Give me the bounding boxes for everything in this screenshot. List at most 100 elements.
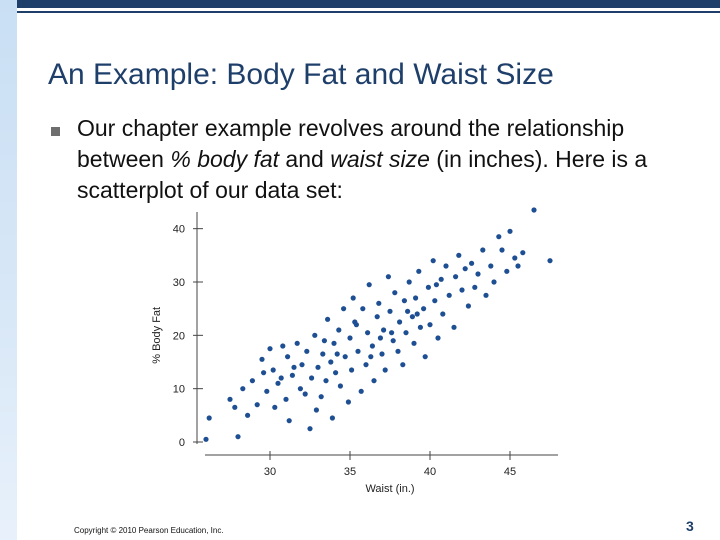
scatter-point <box>347 335 353 341</box>
scatter-point <box>414 311 420 317</box>
x-tick-label: 35 <box>344 466 356 478</box>
scatter-point <box>315 364 321 370</box>
scatter-point <box>360 306 366 312</box>
y-axis-label: % Body Fat <box>151 307 163 364</box>
slide-title: An Example: Body Fat and Waist Size <box>48 58 554 91</box>
scatter-point <box>358 388 364 394</box>
x-tick-label: 45 <box>504 466 516 478</box>
scatter-point <box>409 314 415 320</box>
scatter-point <box>515 263 521 269</box>
left-accent-bar <box>0 0 17 540</box>
y-tick-label: 10 <box>173 384 185 396</box>
scatter-point <box>469 260 475 266</box>
body-text-part2: and <box>279 146 331 172</box>
scatter-point <box>416 268 422 274</box>
bullet-square-icon <box>51 127 60 136</box>
top-accent-bar <box>17 0 720 8</box>
scatter-point <box>272 404 278 410</box>
scatter-point <box>368 354 374 360</box>
scatter-point <box>405 308 411 314</box>
scatter-point <box>451 324 457 330</box>
scatter-point <box>203 436 209 442</box>
scatter-point <box>459 287 465 293</box>
scatter-point <box>496 234 502 240</box>
scatter-point <box>333 370 339 376</box>
scatter-point <box>312 332 318 338</box>
scatter-point <box>369 343 375 349</box>
scatter-point <box>349 367 355 373</box>
scatter-point <box>270 367 276 373</box>
scatter-point <box>299 362 305 368</box>
y-tick-label: 20 <box>173 330 185 342</box>
scatter-point <box>397 319 403 325</box>
body-text-part3: (in inches). Here is a scatterplot of ou… <box>77 146 648 203</box>
scatter-point <box>520 250 526 256</box>
scatter-point <box>318 394 324 400</box>
scatter-point <box>254 402 260 408</box>
scatter-point <box>432 298 438 304</box>
scatter-point <box>387 308 393 314</box>
chart-points <box>203 207 553 442</box>
scatter-point <box>417 324 423 330</box>
chart-axes: 0 10 20 30 40 30 35 40 45 <box>173 212 558 478</box>
scatter-point <box>302 391 308 397</box>
scatter-point <box>483 292 489 298</box>
page-number: 3 <box>686 518 694 534</box>
scatter-point <box>285 354 291 360</box>
scatter-point <box>261 370 267 376</box>
scatter-point <box>294 340 300 346</box>
scatter-point <box>249 378 255 384</box>
scatter-point <box>491 279 497 285</box>
scatter-point <box>430 258 436 264</box>
scatter-point <box>336 327 342 333</box>
scatter-point <box>355 348 361 354</box>
scatter-point <box>371 378 377 384</box>
scatter-point <box>512 255 518 261</box>
scatter-point <box>395 348 401 354</box>
scatter-point <box>390 338 396 344</box>
scatter-point <box>350 295 356 301</box>
scatter-point <box>385 274 391 280</box>
scatter-point <box>411 340 417 346</box>
x-tick-label: 40 <box>424 466 436 478</box>
scatter-point <box>227 396 233 402</box>
scatter-point <box>352 319 358 325</box>
scatter-point <box>232 404 238 410</box>
scatter-point <box>446 292 452 298</box>
scatter-point <box>427 322 433 328</box>
scatter-point <box>480 247 486 253</box>
scatter-point <box>325 316 331 322</box>
scatter-point <box>240 386 246 392</box>
scatter-point <box>462 266 468 272</box>
scatter-point <box>365 330 371 336</box>
scatter-point <box>547 258 553 264</box>
scatter-point <box>438 276 444 282</box>
scatter-point <box>235 434 241 440</box>
scatter-point <box>245 412 251 418</box>
scatter-point <box>345 399 351 405</box>
body-text-emphasis-body-fat: % body fat <box>170 146 280 172</box>
scatter-point <box>321 338 327 344</box>
top-accent-rule <box>17 11 720 13</box>
scatter-point <box>504 268 510 274</box>
scatter-point <box>267 346 273 352</box>
scatter-point <box>286 418 292 424</box>
scatter-point <box>433 282 439 288</box>
scatter-point <box>278 375 284 381</box>
scatter-point <box>403 330 409 336</box>
scatter-point <box>331 340 337 346</box>
scatter-point <box>341 306 347 312</box>
scatter-point <box>323 378 329 384</box>
scatter-point <box>264 388 270 394</box>
body-text-part1: Our chapter example revolves around the … <box>77 115 625 172</box>
y-tick-label: 40 <box>173 224 185 236</box>
scatter-point <box>297 386 303 392</box>
copyright-notice: Copyright © 2010 Pearson Education, Inc. <box>74 526 224 535</box>
scatter-point <box>337 383 343 389</box>
scatter-point <box>280 343 286 349</box>
scatter-point <box>275 380 281 386</box>
scatter-point <box>499 247 505 253</box>
scatter-point <box>379 351 385 357</box>
scatter-point <box>259 356 265 362</box>
scatter-point <box>374 314 380 320</box>
